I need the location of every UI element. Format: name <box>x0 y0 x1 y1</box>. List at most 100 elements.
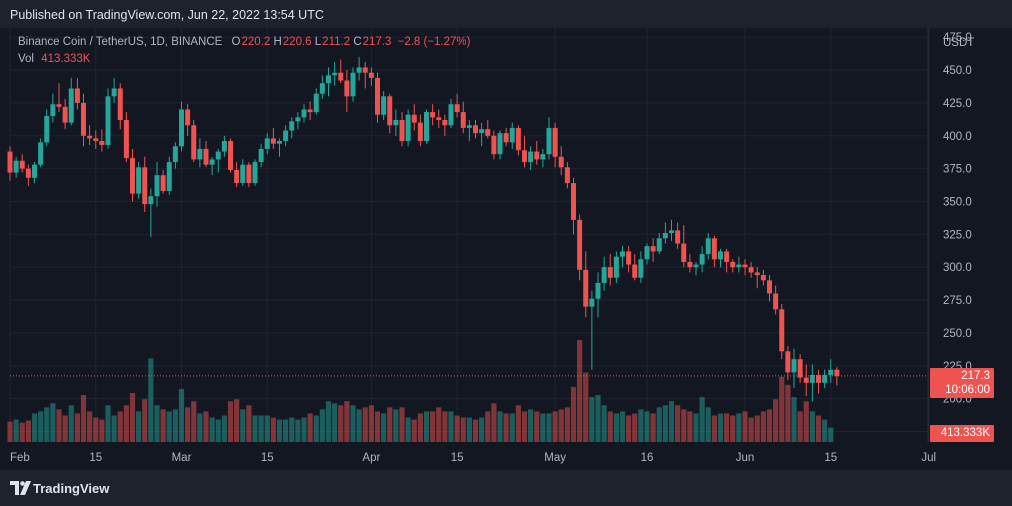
candle-body <box>130 158 135 194</box>
candle-body <box>730 261 736 268</box>
volume-bar <box>736 413 742 442</box>
grid-lines <box>9 28 930 442</box>
time-tick-label: Mar <box>172 452 192 464</box>
candle-body <box>454 104 460 113</box>
volume-bar <box>613 413 619 442</box>
candle-body <box>638 259 644 278</box>
volume-tag: 413.333K <box>930 425 994 442</box>
candle-body <box>705 238 711 255</box>
candle-body <box>718 251 723 260</box>
volume-bar <box>711 415 717 442</box>
volume-bar <box>93 417 99 442</box>
price-tick-label: 375.0 <box>943 164 972 176</box>
candle-body <box>724 251 730 262</box>
publish-bar: Published on TradingView.com, Jun 22, 20… <box>0 0 1012 28</box>
volume-bar <box>656 407 662 442</box>
candle-body <box>399 120 405 142</box>
volume-bar <box>44 407 50 442</box>
symbol-title[interactable]: Binance Coin / TetherUS, 1D, BINANCE <box>18 36 223 48</box>
candle-body <box>460 112 466 128</box>
candle-body <box>313 93 319 113</box>
volume-bar <box>466 417 472 442</box>
brand-name: TradingView <box>33 481 110 496</box>
volume-bar <box>797 411 803 442</box>
time-tick-label: 15 <box>89 452 102 464</box>
candle-body <box>828 369 834 375</box>
volume-bar <box>411 419 417 442</box>
volume-bar <box>570 386 577 442</box>
candle-body <box>779 309 785 352</box>
volume-bar <box>442 411 448 442</box>
price-tick-label: 250.0 <box>943 328 972 340</box>
candle-body <box>234 169 240 184</box>
volume-bar <box>479 417 485 442</box>
candle-body <box>479 129 485 134</box>
candle-body <box>669 230 674 234</box>
candle-body <box>38 142 44 165</box>
candle-body <box>662 233 668 239</box>
volume-bar <box>80 395 87 442</box>
low-value: 211.2 <box>322 36 351 48</box>
volume-bar <box>301 417 307 442</box>
volume-bar <box>724 413 730 442</box>
candle-body <box>19 160 25 169</box>
time-tick-label: 15 <box>824 452 837 464</box>
time-tick-label: May <box>544 452 566 464</box>
volume-bar <box>313 415 319 442</box>
volume-bar <box>558 409 564 442</box>
time-tick-label: Jul <box>921 452 936 464</box>
volume-bar <box>815 415 822 442</box>
candle-body <box>136 167 142 194</box>
volume-bar <box>246 405 252 442</box>
volume-bar <box>38 411 44 442</box>
candle-body <box>264 138 270 149</box>
volume-bar <box>497 411 503 442</box>
candle-body <box>411 114 417 123</box>
candle-body <box>515 127 521 151</box>
volume-bar <box>215 419 221 442</box>
volume-bar <box>332 403 338 442</box>
volume-bar <box>50 403 56 442</box>
volume-bar <box>828 427 834 442</box>
volume-bar <box>74 413 80 442</box>
candle-body <box>295 117 301 122</box>
candle-body <box>816 374 821 383</box>
low-label: L <box>314 36 322 48</box>
candle-body <box>105 96 111 145</box>
volume-bar <box>589 397 595 442</box>
volume-bar <box>191 401 197 442</box>
volume-bar <box>791 397 797 442</box>
volume-bar <box>31 413 38 442</box>
volume-bar <box>748 417 754 442</box>
candle-body <box>221 141 227 152</box>
volume-bar <box>405 417 411 442</box>
candle-body <box>681 243 687 262</box>
price-candles <box>7 56 840 402</box>
volume-bar <box>423 411 430 442</box>
candle-body <box>228 141 233 170</box>
chart-panel[interactable] <box>0 28 1012 470</box>
candle-body <box>203 148 209 165</box>
candle-body <box>497 133 503 155</box>
candle-body <box>797 359 803 378</box>
candle-body <box>393 120 399 126</box>
candlestick-chart[interactable]: USDT 175.0200.0225.0250.0275.0300.0325.0… <box>0 0 1012 470</box>
candle-body <box>368 72 374 78</box>
volume-bar <box>368 405 374 442</box>
volume-bar <box>264 415 270 442</box>
volume-bar <box>773 399 779 442</box>
candle-body <box>277 141 282 144</box>
volume-bar <box>148 358 154 442</box>
candle-body <box>650 246 656 252</box>
candle-body <box>111 88 117 97</box>
volume-bar <box>681 409 687 442</box>
chart-legend: Binance Coin / TetherUS, 1D, BINANCE O22… <box>18 36 471 70</box>
volume-bar <box>730 415 736 442</box>
candle-body <box>644 246 650 260</box>
candle-body <box>375 77 380 115</box>
currency-label: USDT <box>943 37 974 49</box>
candle-body <box>381 96 387 115</box>
volume-bar <box>258 415 264 442</box>
volume-bar <box>240 409 246 442</box>
volume-bar <box>528 409 534 442</box>
